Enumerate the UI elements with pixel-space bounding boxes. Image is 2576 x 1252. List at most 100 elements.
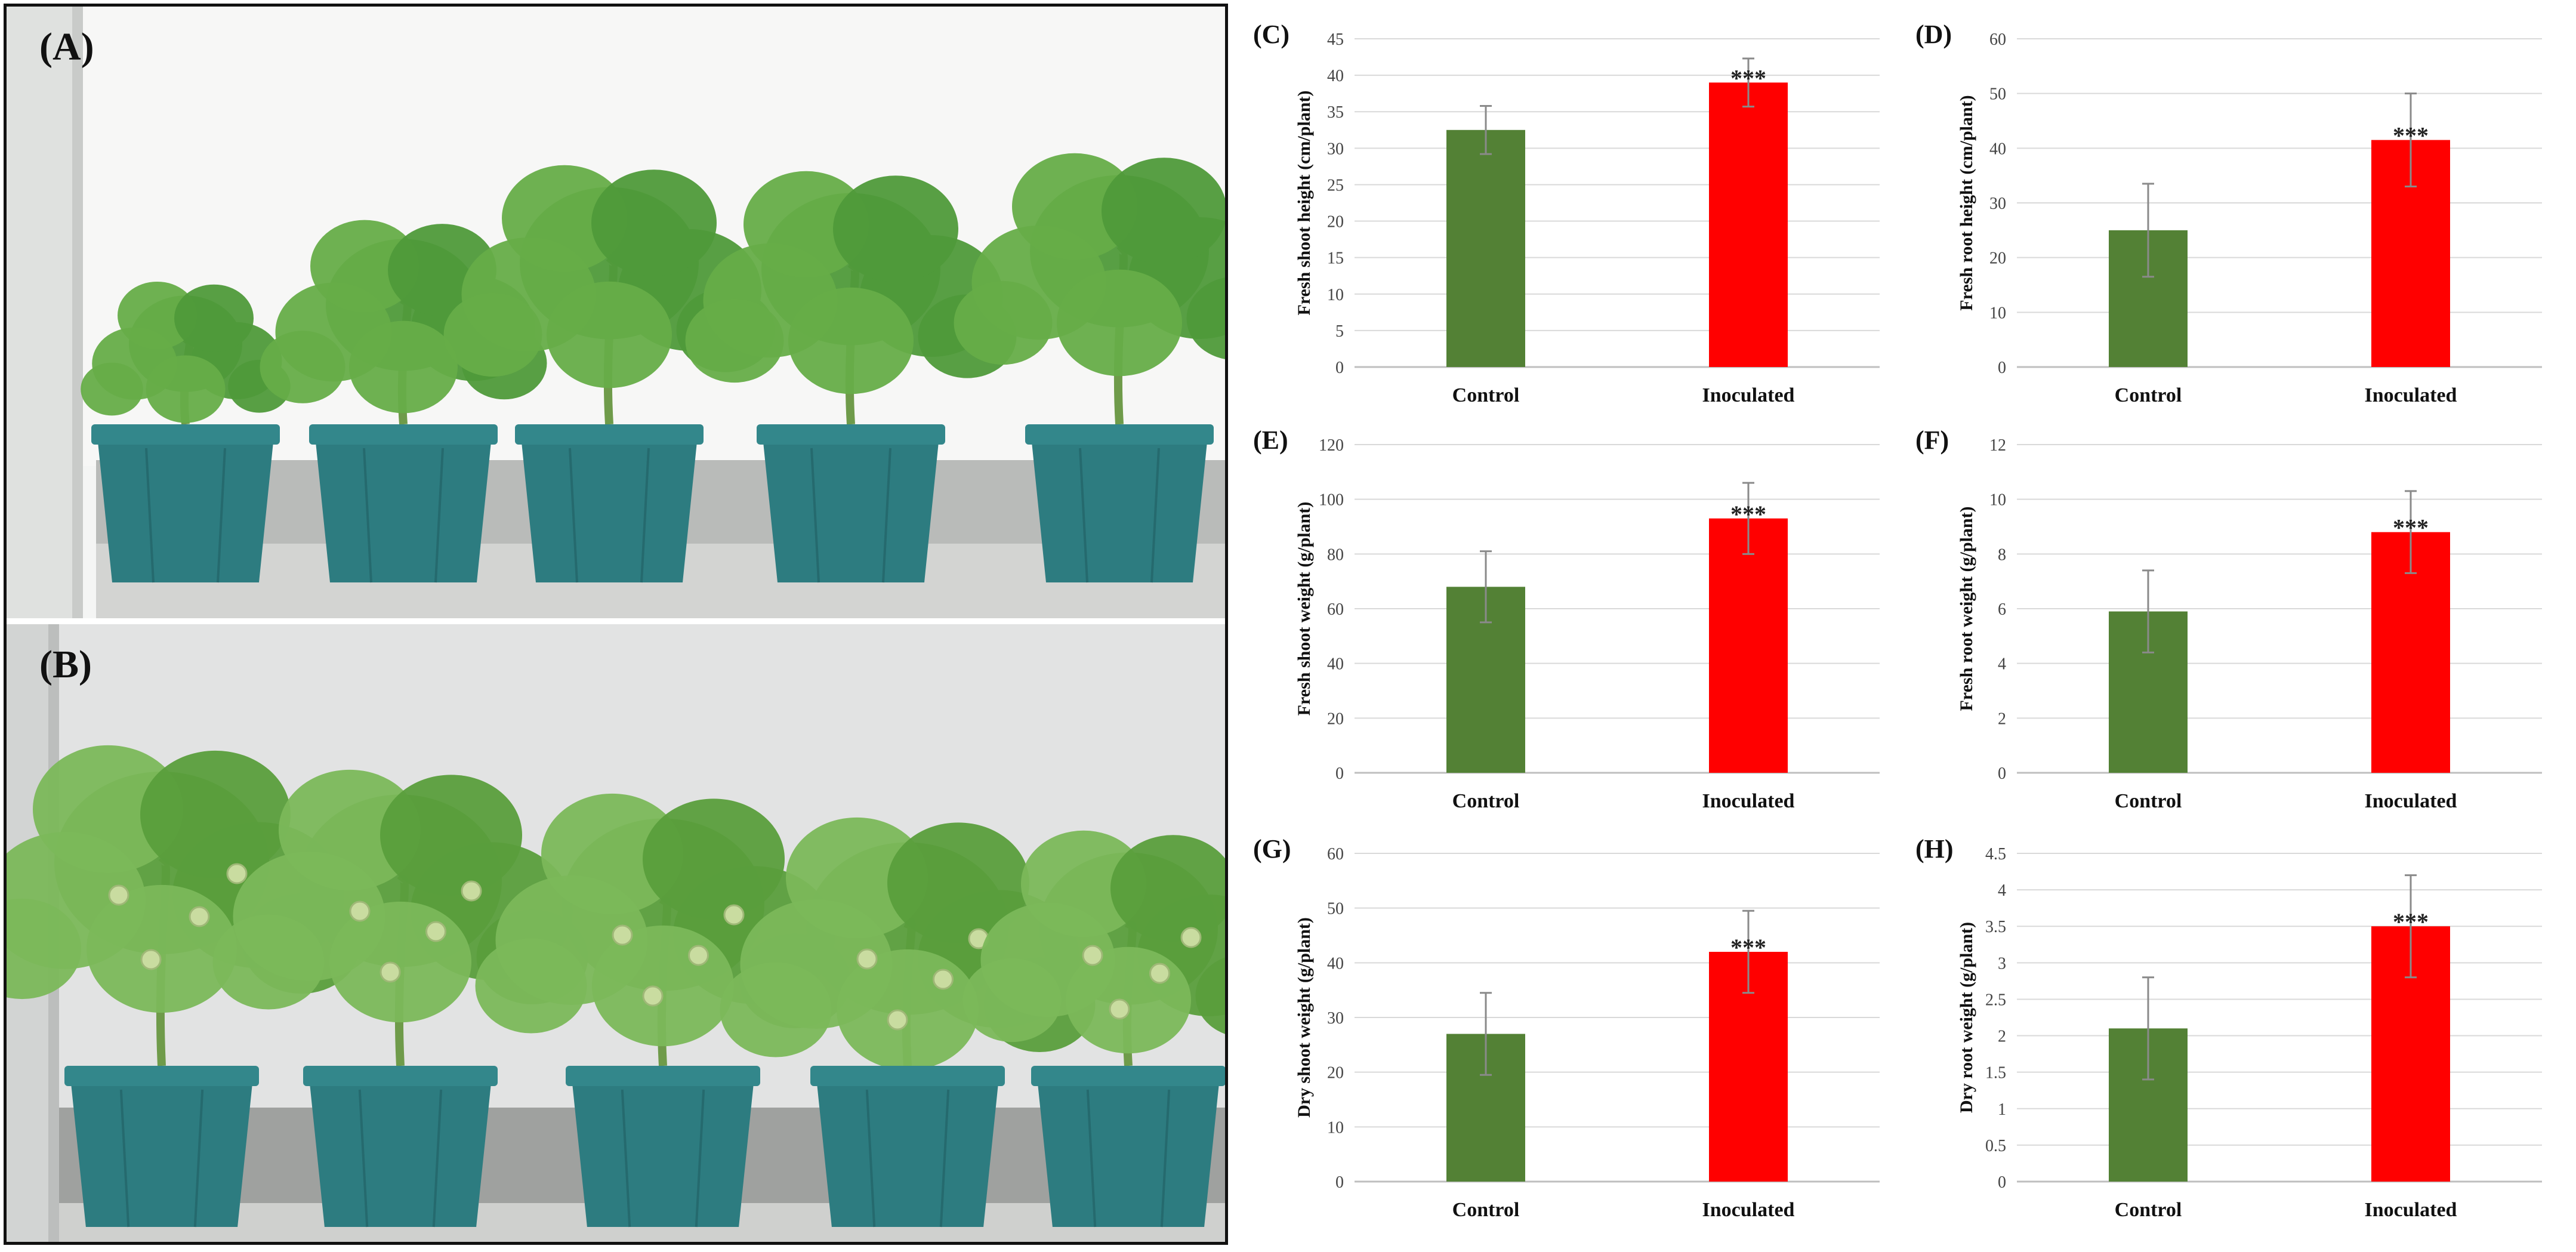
x-category-label: Control xyxy=(1452,1199,1520,1221)
y-tick-label: 30 xyxy=(1327,1009,1344,1028)
bar-control xyxy=(1446,129,1525,367)
plant-pot xyxy=(303,1066,498,1228)
plant-pot xyxy=(515,424,704,583)
photo-frame: (A) (B) xyxy=(4,4,1228,1245)
y-tick-label: 0 xyxy=(1335,764,1344,783)
chart-panel-label: (C) xyxy=(1253,20,1289,49)
panel-label-b: (B) xyxy=(39,643,92,686)
y-tick-label: 25 xyxy=(1327,176,1344,195)
chart-c: (C) 0 5 10 15 20 25 30 35 40 45 Fresh shoot height … xyxy=(1247,12,1904,406)
error-bar xyxy=(2142,976,2154,1081)
y-axis-label: Fresh root weight (g/plant) xyxy=(1957,506,1976,711)
error-bar xyxy=(1742,482,1754,555)
y-tick-label: 20 xyxy=(1327,1064,1344,1083)
y-tick-label: 0 xyxy=(1998,764,2006,783)
plant-pot xyxy=(757,424,945,583)
chart-panel-label: (D) xyxy=(1915,20,1952,49)
photo-control-plants xyxy=(7,7,1225,618)
y-axis-label: Fresh root height (cm/plant) xyxy=(1957,95,1976,310)
plant-pot xyxy=(91,424,280,583)
chart-f: (F) 0 2 4 6 8 10 12 Fresh root weight (g/plant) C… xyxy=(1909,418,2566,812)
panel-label-a: (A) xyxy=(39,25,94,69)
chart-h: (H) 0 0.5 1 1.5 2 2.5 3 3.5 4 4.5 Dry root weight (… xyxy=(1909,827,2566,1221)
x-category-label: Control xyxy=(1452,384,1520,406)
y-tick-label: 40 xyxy=(1327,67,1344,85)
y-tick-label: 45 xyxy=(1327,30,1344,49)
y-tick-label: 6 xyxy=(1998,600,2006,619)
y-tick-label: 10 xyxy=(1327,286,1344,304)
y-axis-label: Fresh shoot weight (g/plant) xyxy=(1294,502,1314,716)
chart-panel-label: (F) xyxy=(1915,425,1949,455)
y-tick-label: 12 xyxy=(1989,436,2006,455)
error-bar xyxy=(1480,992,1492,1076)
error-bar xyxy=(1742,57,1754,108)
y-tick-label: 40 xyxy=(1327,655,1344,674)
y-tick-label: 10 xyxy=(1989,491,2006,510)
plant-pot xyxy=(64,1066,259,1228)
y-tick-label: 0 xyxy=(1998,359,2006,377)
significance-mark: *** xyxy=(1730,64,1766,91)
y-tick-label: 30 xyxy=(1989,195,2006,213)
plant-pot xyxy=(810,1066,1005,1228)
y-tick-label: 35 xyxy=(1327,103,1344,122)
chart-panel-label: (G) xyxy=(1253,834,1291,864)
error-bar xyxy=(2405,874,2417,979)
error-bar xyxy=(1480,104,1492,155)
error-bar xyxy=(2405,490,2417,574)
chart-e: (E) 0 20 40 60 80 100 120 Fresh shoot weight (g/… xyxy=(1247,418,1904,812)
plant-pot xyxy=(309,424,498,583)
x-category-label: Inoculated xyxy=(1702,790,1795,812)
y-tick-label: 4 xyxy=(1998,881,2006,900)
y-tick-label: 10 xyxy=(1327,1118,1344,1137)
y-tick-label: 2.5 xyxy=(1985,991,2006,1009)
plant-pot xyxy=(1031,1066,1225,1228)
x-category-label: Inoculated xyxy=(1702,384,1795,406)
significance-mark: *** xyxy=(2393,908,2429,935)
significance-mark: *** xyxy=(1730,501,1766,528)
y-tick-label: 0.5 xyxy=(1985,1137,2006,1155)
significance-mark: *** xyxy=(1730,934,1766,961)
chart-d: (D) 0 10 20 30 40 50 60 Fresh root height (cm/pl… xyxy=(1909,12,2566,406)
y-tick-label: 5 xyxy=(1335,322,1344,341)
x-category-label: Control xyxy=(2115,1199,2182,1221)
bar-inoculated xyxy=(1709,518,1788,773)
y-tick-label: 4 xyxy=(1998,655,2006,674)
y-tick-label: 1.5 xyxy=(1985,1064,2006,1083)
plant-pot xyxy=(1025,424,1214,583)
y-tick-label: 30 xyxy=(1327,140,1344,158)
error-bar xyxy=(1480,550,1492,624)
significance-mark: *** xyxy=(2393,122,2429,149)
y-tick-label: 15 xyxy=(1327,249,1344,268)
error-bar xyxy=(2405,92,2417,187)
y-axis-label: Fresh shoot height (cm/plant) xyxy=(1294,91,1314,316)
y-axis-label: Dry root weight (g/plant) xyxy=(1957,922,1976,1113)
y-tick-label: 60 xyxy=(1327,600,1344,619)
x-category-label: Control xyxy=(2115,384,2182,406)
photo-inoculated-plants xyxy=(7,624,1225,1242)
y-tick-label: 20 xyxy=(1327,710,1344,728)
x-category-label: Inoculated xyxy=(2365,1199,2457,1221)
y-tick-label: 10 xyxy=(1989,304,2006,322)
x-category-label: Inoculated xyxy=(1702,1199,1795,1221)
x-category-label: Control xyxy=(2115,790,2182,812)
plant-foliage xyxy=(81,281,291,425)
x-category-label: Control xyxy=(1452,790,1520,812)
y-tick-label: 2 xyxy=(1998,710,2006,728)
bar-inoculated xyxy=(1709,82,1788,367)
y-tick-label: 0 xyxy=(1335,1173,1344,1192)
error-bar xyxy=(2142,569,2154,653)
y-tick-label: 80 xyxy=(1327,545,1344,564)
y-axis-label: Dry shoot weight (g/plant) xyxy=(1294,917,1314,1118)
y-tick-label: 60 xyxy=(1327,845,1344,864)
y-tick-label: 60 xyxy=(1989,30,2006,49)
y-tick-label: 3.5 xyxy=(1985,918,2006,936)
plant-foliage xyxy=(685,171,1017,425)
chart-g: (G) 0 10 20 30 40 50 60 Dry shoot weight (g/plan… xyxy=(1247,827,1904,1221)
y-tick-label: 50 xyxy=(1989,85,2006,104)
significance-mark: *** xyxy=(2393,514,2429,541)
x-category-label: Inoculated xyxy=(2365,790,2457,812)
y-tick-label: 120 xyxy=(1319,436,1344,455)
plant-foliage xyxy=(954,153,1225,425)
y-tick-label: 50 xyxy=(1327,900,1344,918)
error-bar xyxy=(1742,909,1754,994)
